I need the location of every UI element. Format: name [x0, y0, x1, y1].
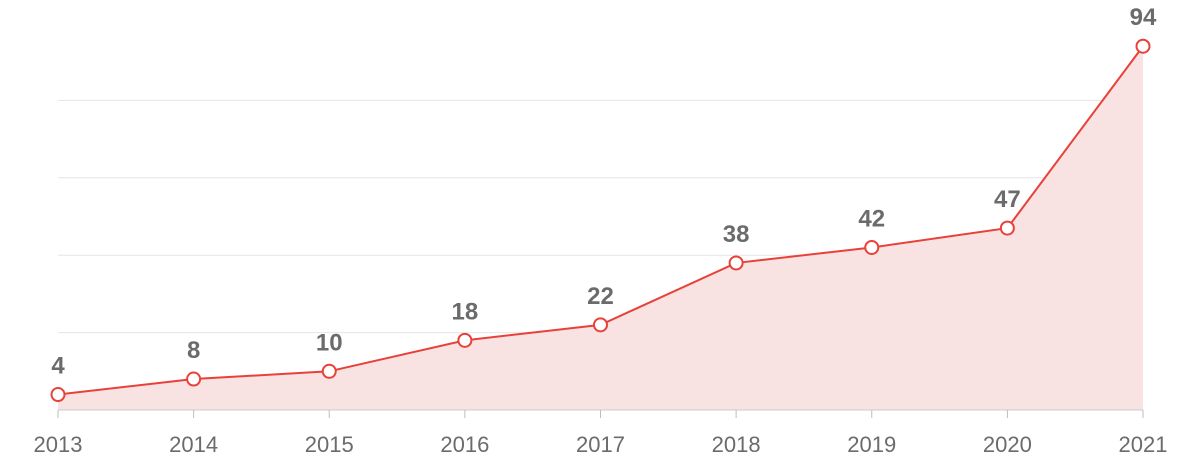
data-point	[457, 332, 473, 348]
data-markers	[50, 38, 1151, 403]
data-label: 42	[858, 205, 885, 232]
data-point	[864, 239, 880, 255]
x-tick-label: 2017	[576, 432, 625, 457]
data-label: 38	[723, 221, 750, 248]
data-point	[1135, 38, 1151, 54]
data-label: 22	[587, 283, 614, 310]
data-label: 4	[51, 353, 65, 380]
x-axis-labels: 2013 2014 2015 2016 2017 2018 2019 2020 2021	[34, 432, 1168, 457]
area-fill	[58, 46, 1143, 410]
x-tick-label: 2018	[712, 432, 761, 457]
x-tick-label: 2015	[305, 432, 354, 457]
data-point	[728, 255, 744, 271]
data-label: 8	[187, 337, 200, 364]
x-axis-ticks	[57, 410, 1144, 418]
data-label: 47	[994, 186, 1021, 213]
data-label: 10	[316, 329, 343, 356]
data-point	[999, 220, 1015, 236]
x-tick-label: 2021	[1119, 432, 1168, 457]
x-tick-label: 2013	[34, 432, 83, 457]
x-tick-label: 2014	[169, 432, 218, 457]
x-tick-label: 2016	[440, 432, 489, 457]
x-tick-label: 2019	[847, 432, 896, 457]
data-labels: 4 8 10 18 22 38 42 47 94	[51, 4, 1157, 379]
data-point	[593, 317, 608, 333]
data-point	[321, 363, 337, 379]
x-tick-label: 2020	[983, 432, 1032, 457]
data-label: 94	[1130, 4, 1157, 31]
data-label: 18	[452, 298, 479, 325]
data-point	[50, 387, 66, 403]
data-point	[186, 371, 202, 387]
